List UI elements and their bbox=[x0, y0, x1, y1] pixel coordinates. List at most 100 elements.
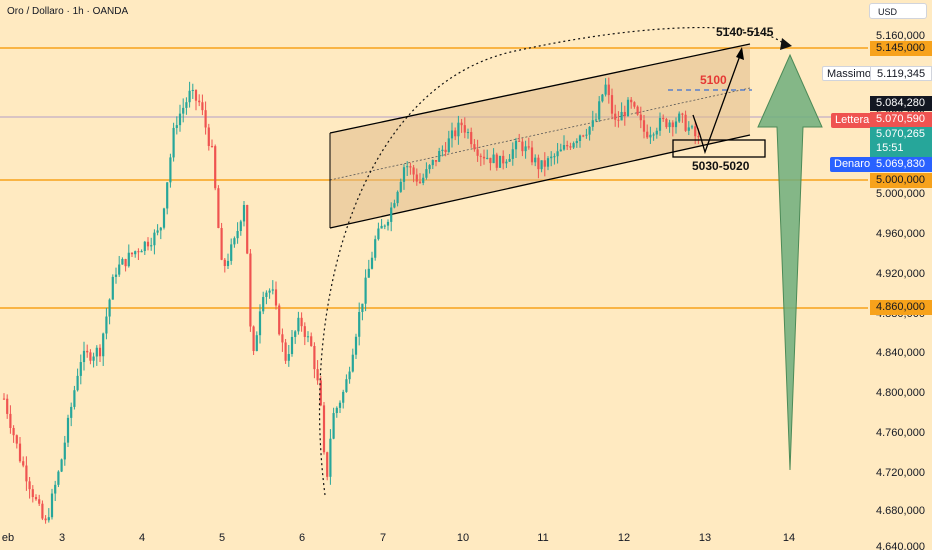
candle-body bbox=[63, 442, 66, 460]
price-axis-panel[interactable] bbox=[868, 0, 932, 550]
time-tick-label: 11 bbox=[537, 532, 548, 544]
support-zone-box[interactable] bbox=[672, 139, 766, 158]
time-tick-label: 12 bbox=[618, 532, 630, 544]
candle-body bbox=[278, 305, 281, 335]
time-tick-label: 10 bbox=[457, 532, 469, 544]
candle-body bbox=[614, 113, 617, 120]
candle-body bbox=[610, 95, 614, 114]
candle-body bbox=[319, 380, 322, 406]
big-up-arrow[interactable] bbox=[757, 53, 823, 471]
candle-body bbox=[466, 132, 470, 134]
candle-body bbox=[140, 251, 143, 253]
candle-body bbox=[399, 181, 402, 192]
candle-body bbox=[44, 518, 47, 521]
candle-body bbox=[425, 169, 428, 178]
candle-body bbox=[354, 336, 358, 355]
candle-body bbox=[214, 146, 217, 189]
candle-body bbox=[76, 375, 79, 391]
candle-body bbox=[553, 156, 556, 158]
candle-body bbox=[191, 89, 194, 91]
current-price: 5.070,265 bbox=[876, 128, 925, 140]
candle-body bbox=[34, 497, 38, 500]
candle-body bbox=[620, 111, 623, 121]
candle-body bbox=[281, 334, 284, 343]
candle-body bbox=[134, 251, 137, 255]
price-pill-last: 5.084,280 bbox=[870, 96, 932, 111]
candle-body bbox=[658, 117, 662, 131]
candle-body bbox=[57, 471, 60, 485]
candle-body bbox=[182, 107, 185, 114]
candle-body bbox=[188, 90, 191, 103]
candle-body bbox=[697, 136, 700, 138]
candle-body bbox=[130, 252, 134, 255]
candle-body bbox=[626, 99, 630, 117]
candle-body bbox=[290, 336, 294, 355]
candle-body bbox=[118, 264, 121, 275]
candle-body bbox=[137, 251, 140, 253]
candle-body bbox=[239, 221, 242, 232]
candle-body bbox=[246, 204, 249, 254]
candle-body bbox=[444, 149, 447, 153]
candle-body bbox=[156, 230, 159, 233]
candle-body bbox=[258, 311, 262, 336]
price-tick-label: 4.720,000 bbox=[876, 467, 925, 479]
price-pill-5145: 5.145,000 bbox=[870, 41, 932, 56]
channel-upper-line[interactable] bbox=[329, 43, 751, 134]
price-tick-label: 4.640,000 bbox=[876, 541, 925, 550]
candle-body bbox=[47, 517, 50, 521]
candle-body bbox=[633, 102, 636, 107]
candle-body bbox=[652, 134, 655, 136]
projected-path bbox=[692, 49, 743, 155]
candlestick-series bbox=[2, 77, 700, 524]
candle-body bbox=[12, 427, 15, 436]
candle-body bbox=[178, 113, 182, 126]
projection-arc-arrowhead bbox=[780, 38, 792, 50]
candle-body bbox=[562, 145, 566, 150]
candle-body bbox=[60, 459, 63, 472]
time-tick-label: 6 bbox=[299, 532, 305, 544]
price-tick-label: 5.000,000 bbox=[876, 188, 925, 200]
currency-selector[interactable]: USD bbox=[869, 3, 927, 19]
candle-body bbox=[303, 326, 306, 337]
candle-body bbox=[694, 126, 697, 137]
candle-body bbox=[418, 181, 422, 183]
candle-body bbox=[607, 84, 610, 96]
candle-body bbox=[127, 252, 130, 267]
candle-body bbox=[79, 362, 82, 376]
candle-body bbox=[380, 225, 383, 229]
candle-body bbox=[662, 117, 665, 120]
candle-body bbox=[316, 369, 319, 381]
candle-body bbox=[274, 289, 278, 306]
candle-body bbox=[28, 481, 31, 490]
candle-body bbox=[505, 161, 508, 164]
candle-body bbox=[249, 253, 252, 327]
price-tick-label: 4.760,000 bbox=[876, 427, 925, 439]
candle-body bbox=[198, 100, 201, 103]
candle-body bbox=[284, 342, 287, 361]
candle-body bbox=[335, 407, 338, 414]
candle-body bbox=[255, 335, 258, 352]
bar-countdown: 15:51 bbox=[876, 142, 904, 154]
candle-body bbox=[236, 231, 239, 239]
candle-body bbox=[687, 127, 690, 131]
candle-body bbox=[300, 317, 303, 327]
candle-body bbox=[342, 391, 345, 403]
candle-body bbox=[287, 354, 290, 361]
symbol-title: Oro / Dollaro · 1h · OANDA bbox=[7, 6, 129, 17]
time-tick-label: 3 bbox=[59, 532, 65, 544]
candle-body bbox=[575, 140, 578, 144]
candle-body bbox=[50, 493, 54, 518]
candle-body bbox=[690, 126, 694, 128]
candle-body bbox=[434, 159, 438, 162]
candle-body bbox=[114, 274, 118, 277]
candle-body bbox=[540, 160, 543, 170]
candle-body bbox=[482, 156, 486, 159]
candle-body bbox=[674, 121, 678, 128]
price-pill-high: 5.119,345 bbox=[870, 66, 932, 81]
candle-body bbox=[492, 154, 495, 164]
candle-body bbox=[18, 443, 22, 462]
candle-body bbox=[370, 257, 374, 269]
mid-target-label: 5100 bbox=[700, 73, 727, 87]
channel-lower-line[interactable] bbox=[329, 134, 751, 229]
